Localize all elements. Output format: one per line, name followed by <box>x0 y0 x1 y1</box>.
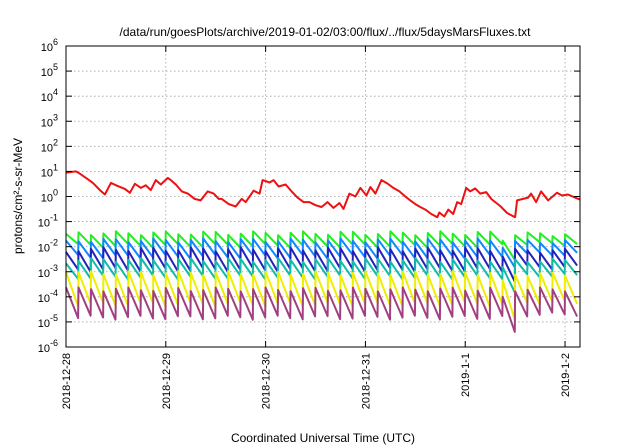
x-tick-label: 2018-12-30 <box>261 353 273 409</box>
y-tick-label: 10-4 <box>38 288 58 305</box>
x-tick-label: 2018-12-29 <box>161 353 173 409</box>
x-axis-title: Coordinated Universal Time (UTC) <box>231 431 415 445</box>
x-tick-label: 2018-12-31 <box>360 353 372 409</box>
y-tick-label: 104 <box>41 87 58 104</box>
x-tick-label: 2019-1-1 <box>460 353 472 397</box>
y-tick-label: 105 <box>41 62 58 79</box>
y-axis: 10-6 10-5 10-4 10-3 10-2 10-1 100 101 102 103 104 1… <box>38 37 580 355</box>
series-line <box>65 286 579 333</box>
x-tick-label: 2018-12-28 <box>61 353 73 409</box>
y-tick-label: 10-1 <box>38 213 58 230</box>
y-tick-label: 103 <box>41 112 58 129</box>
series-line <box>65 257 578 294</box>
chart-title: /data/run/goesPlots/archive/2019-01-02/0… <box>120 25 532 39</box>
y-tick-label: 10-2 <box>38 238 58 255</box>
x-tick-label: 2019-1-2 <box>560 353 572 397</box>
y-tick-label: 106 <box>41 37 58 54</box>
y-tick-label: 101 <box>41 162 58 179</box>
series-line <box>65 246 578 283</box>
y-tick-label: 10-5 <box>38 313 58 330</box>
x-axis: 2018-12-28 2018-12-29 2018-12-30 2018-12-31… <box>61 46 572 409</box>
series-line <box>65 170 581 219</box>
y-tick-label: 102 <box>41 137 58 154</box>
series-layer <box>65 170 581 333</box>
y-tick-label: 10-6 <box>38 338 58 355</box>
y-tick-label: 10-3 <box>38 263 58 280</box>
y-tick-label: 100 <box>41 188 58 205</box>
y-axis-title: protons/cm²-s-sr-MeV <box>11 138 25 254</box>
